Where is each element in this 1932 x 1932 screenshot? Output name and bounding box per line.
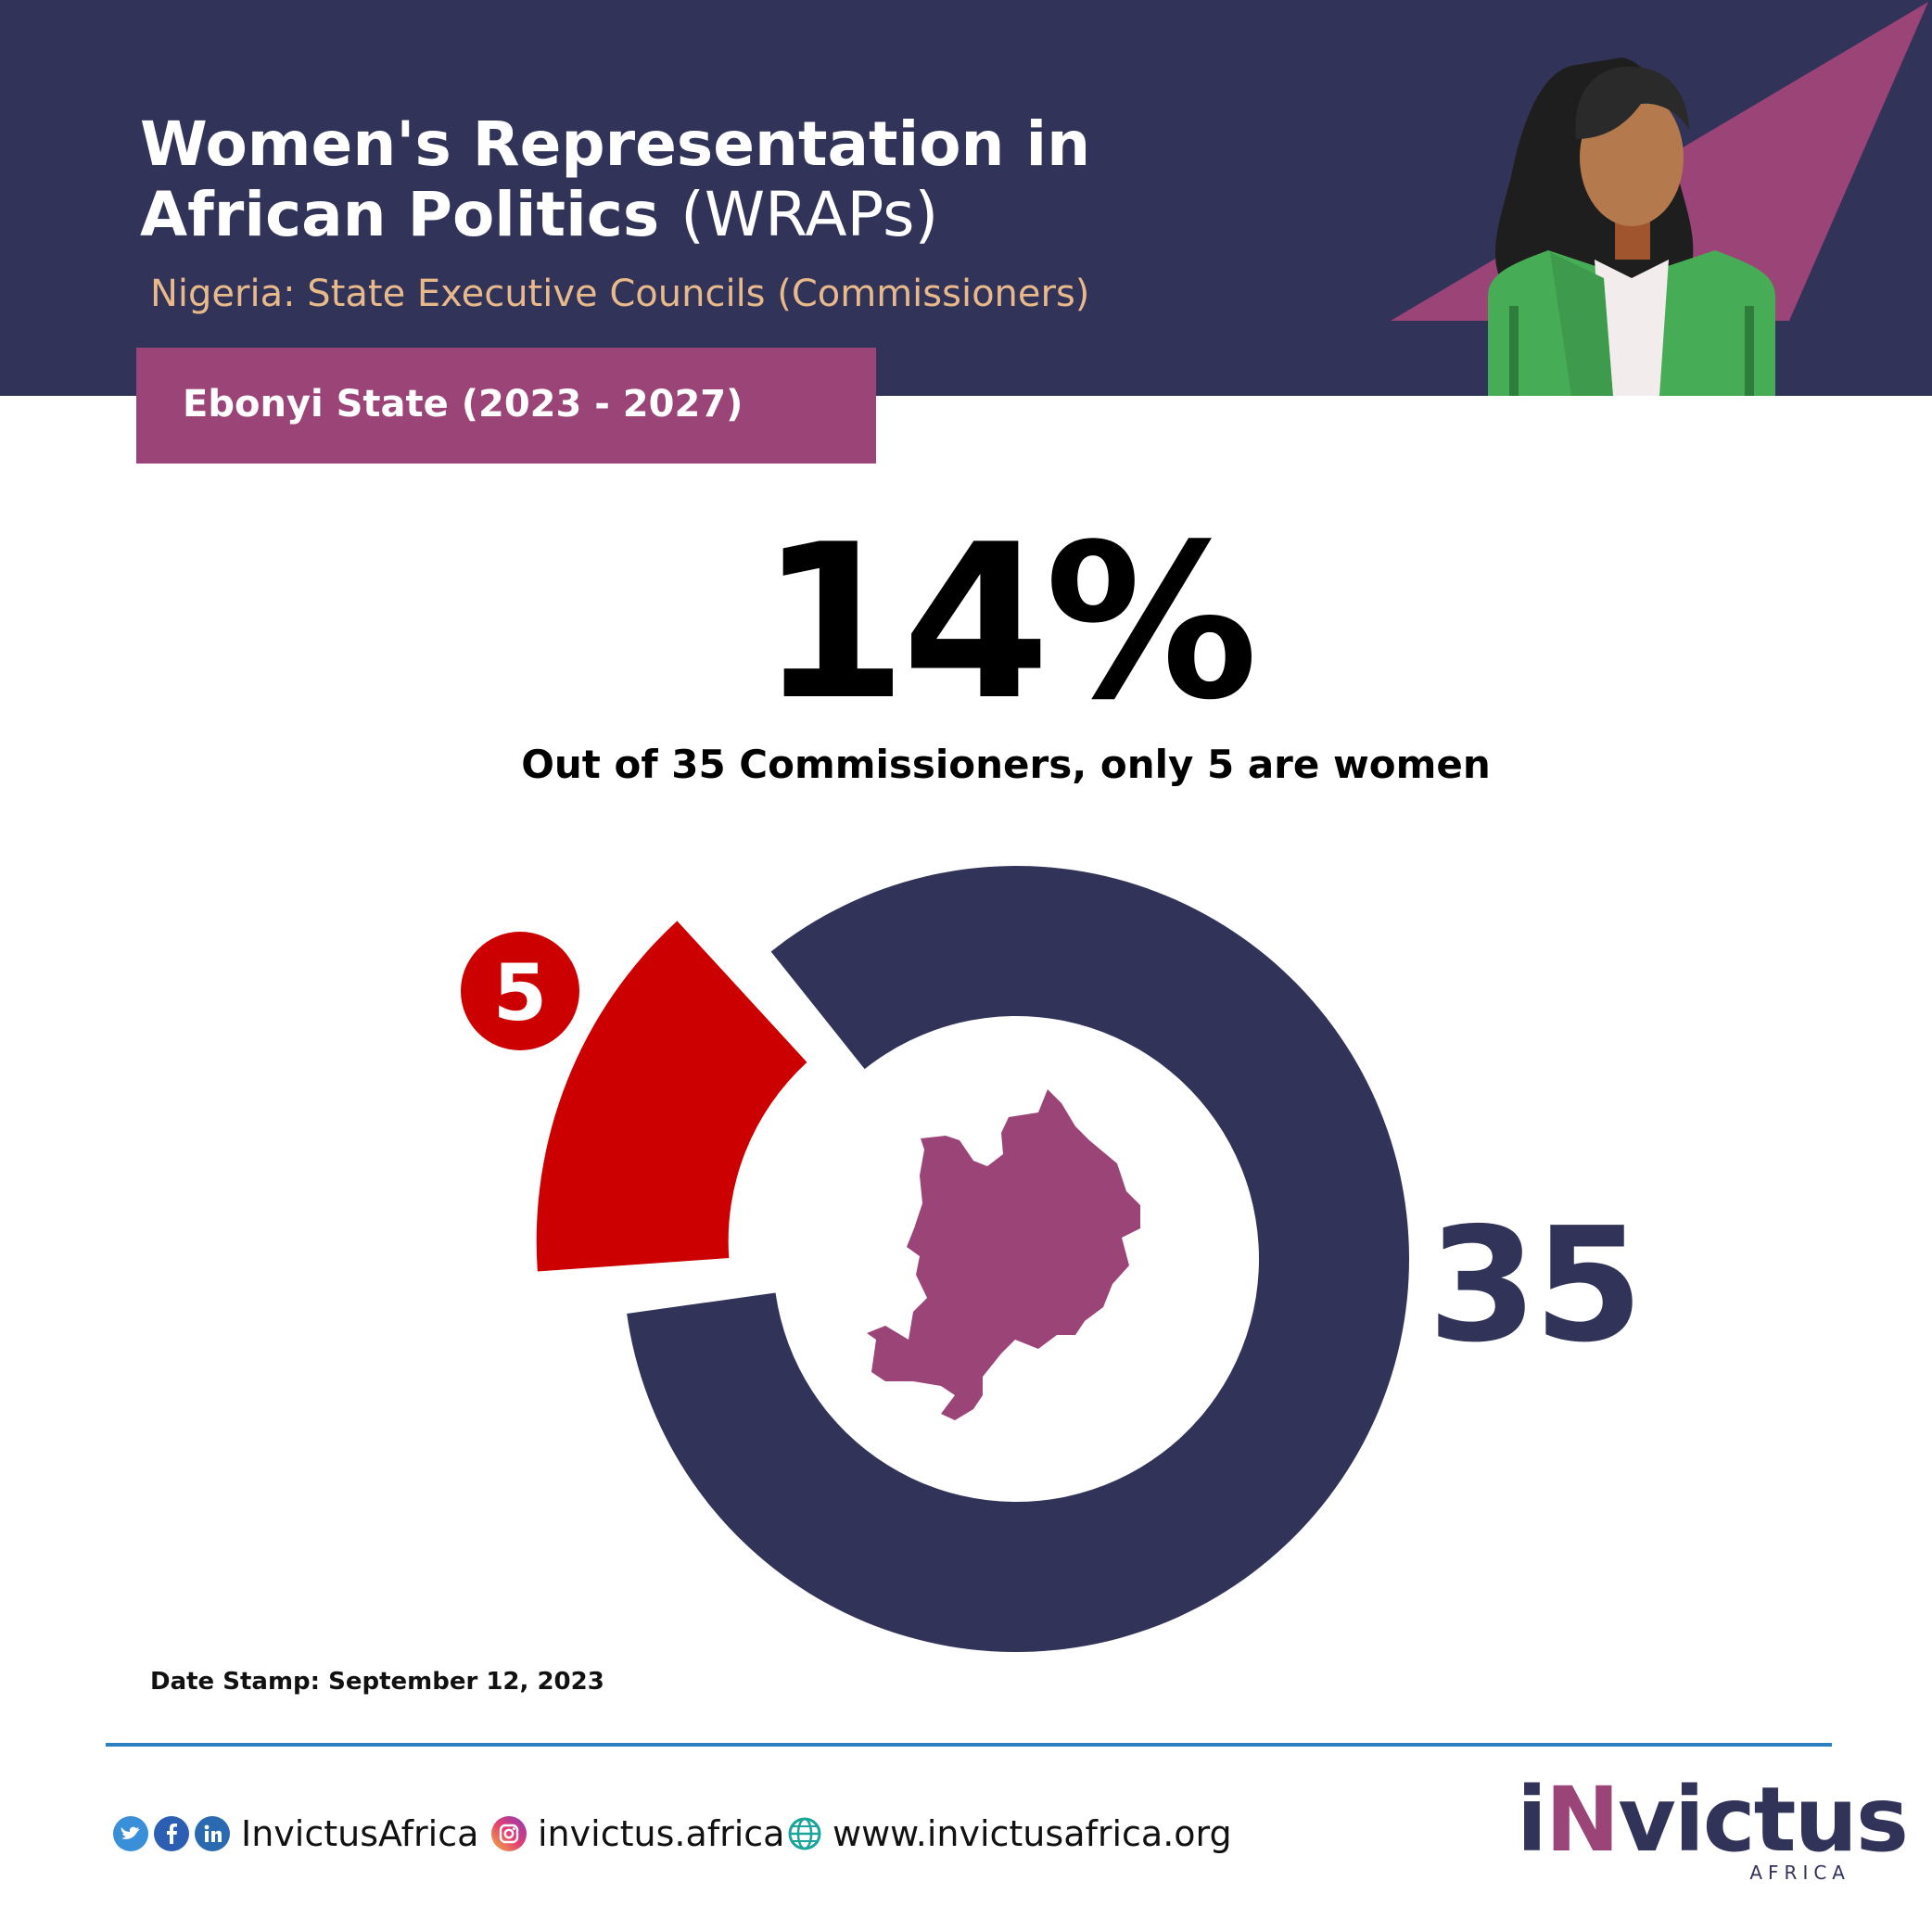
logo-accent: N [1544,1768,1620,1872]
social-handle-text: InvictusAfrica [241,1813,479,1854]
page-title: Women's Representation in African Politi… [140,109,1345,250]
logo-wordmark: iNvictus [1517,1768,1909,1872]
linkedin-icon[interactable] [195,1816,230,1851]
chart-slice-women [536,921,807,1272]
title-acronym: (WRAPs) [680,179,939,250]
facebook-icon[interactable] [154,1816,189,1851]
globe-icon[interactable] [788,1817,821,1850]
state-banner: Ebonyi State (2023 - 2027) [136,348,876,464]
footer-divider [106,1743,1832,1747]
total-count-label: 35 [1428,1194,1640,1378]
page-subtitle: Nigeria: State Executive Councils (Commi… [150,273,1090,315]
instagram-link[interactable]: invictus.africa [491,1808,784,1860]
headline-caption: Out of 35 Commissioners, only 5 are wome… [521,742,1491,787]
woman-illustration [1391,2,1928,396]
logo-suffix: victus [1618,1768,1909,1872]
logo-subtext: AFRICA [1749,1862,1850,1884]
title-line-2: African Politics [140,179,660,250]
instagram-handle-text: invictus.africa [538,1813,785,1854]
date-stamp: Date Stamp: September 12, 2023 [150,1668,604,1696]
invictus-logo: iNvictus AFRICA [1517,1769,1909,1884]
state-label: Ebonyi State (2023 - 2027) [183,383,744,426]
header-banner: Women's Representation in African Politi… [0,0,1932,396]
chart-slice-men [627,865,1409,1652]
title-line-1: Women's Representation in [140,108,1091,180]
logo-prefix: i [1517,1768,1547,1872]
website-link[interactable]: www.invictusafrica.org [788,1808,1232,1860]
instagram-icon[interactable] [491,1816,527,1851]
ebonyi-state-map [867,1089,1140,1420]
women-count-badge [461,932,579,1050]
social-handle-link[interactable]: InvictusAfrica [113,1808,478,1860]
women-count-label: 5 [493,947,547,1038]
website-text: www.invictusafrica.org [833,1813,1232,1854]
headline-percent: 14% [758,500,1259,747]
twitter-icon[interactable] [113,1816,148,1851]
